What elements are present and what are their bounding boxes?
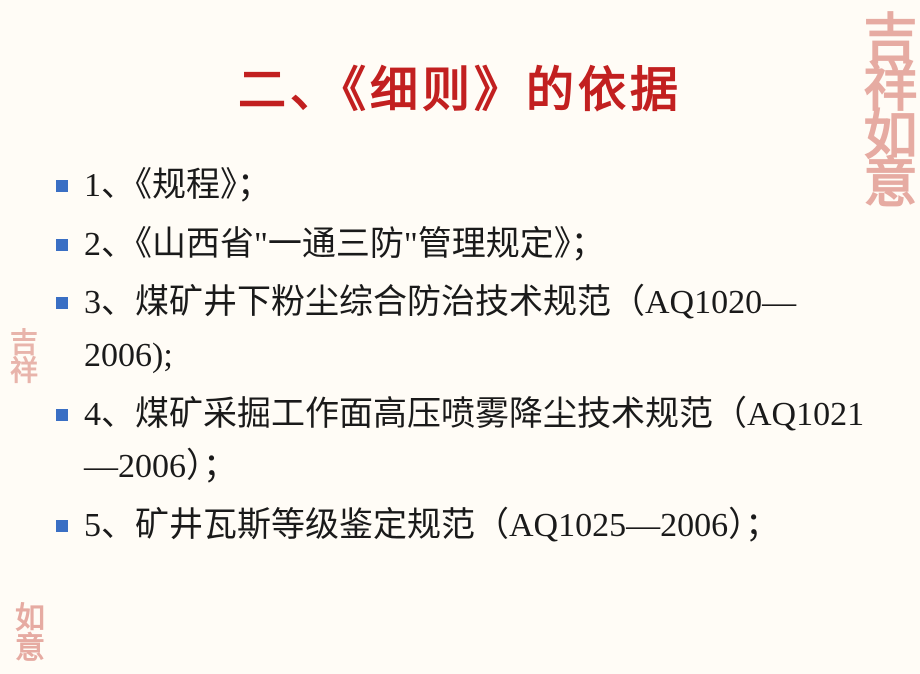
list-item-text: 2、《山西省"一通三防"管理规定》； [84, 226, 605, 263]
list-item: 5、矿井瓦斯等级鉴定规范（AQ1025—2006）； [50, 500, 870, 553]
list-item: 3、煤矿井下粉尘综合防治技术规范（AQ1020—2006); [50, 277, 870, 382]
list-item-text: 4、煤矿采掘工作面高压喷雾降尘技术规范（AQ1021—2006）； [84, 396, 864, 486]
bullet-icon [56, 239, 68, 251]
list-item: 2、《山西省"一通三防"管理规定》； [50, 219, 870, 272]
seal-decorative-bottom-left: 如意 [6, 604, 54, 664]
list-item-text: 5、矿井瓦斯等级鉴定规范（AQ1025—2006）； [84, 507, 779, 544]
slide-title: 二、《细则》的依据 [50, 50, 870, 120]
list-item-text: 3、煤矿井下粉尘综合防治技术规范（AQ1020—2006); [84, 284, 796, 374]
slide: 吉祥如意 吉祥 如意 二、《细则》的依据 1、《规程》； 2、《山西省"一通三防… [0, 0, 920, 674]
bullet-icon [56, 520, 68, 532]
bullet-list: 1、《规程》； 2、《山西省"一通三防"管理规定》； 3、煤矿井下粉尘综合防治技… [50, 160, 870, 553]
seal-decorative-mid-left: 吉祥 [4, 330, 44, 386]
bullet-icon [56, 180, 68, 192]
bullet-icon [56, 297, 68, 309]
list-item: 1、《规程》； [50, 160, 870, 213]
list-item: 4、煤矿采掘工作面高压喷雾降尘技术规范（AQ1021—2006）； [50, 389, 870, 494]
bullet-icon [56, 409, 68, 421]
list-item-text: 1、《规程》； [84, 167, 271, 204]
